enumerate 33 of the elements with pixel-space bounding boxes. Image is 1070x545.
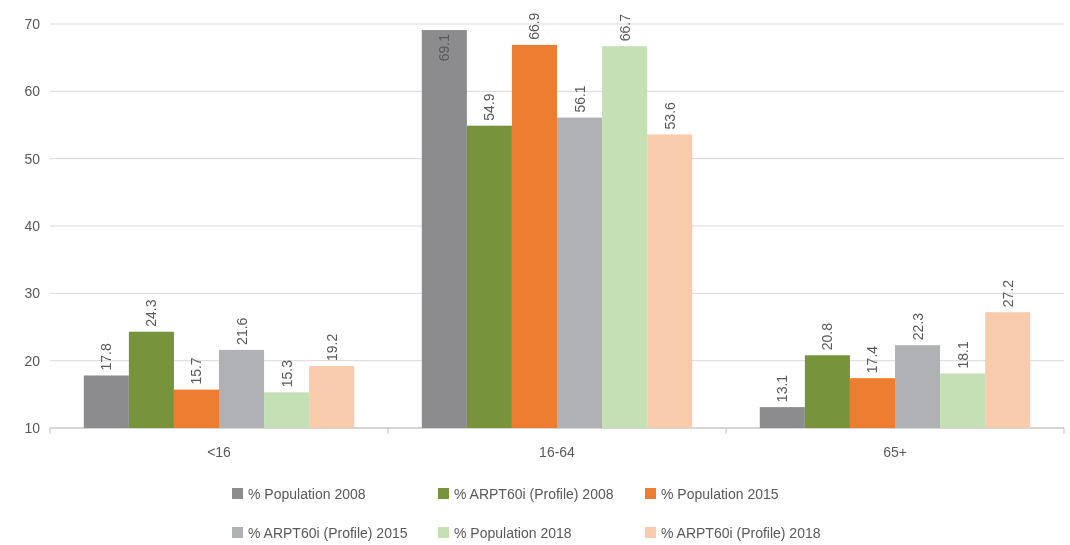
data-label: 13.1	[774, 374, 791, 403]
data-label: 66.7	[616, 13, 633, 42]
legend-label: % Population 2008	[248, 486, 366, 502]
data-label: 27.2	[999, 279, 1016, 308]
data-label: 66.9	[526, 12, 543, 40]
x-tick-label: 65+	[883, 444, 907, 460]
data-label: 15.3	[278, 359, 295, 388]
y-tick-label: 60	[24, 83, 41, 100]
data-label: 24.3	[143, 299, 160, 327]
legend-label: % ARPT60i (Profile) 2015	[248, 525, 408, 541]
legend-label: % ARPT60i (Profile) 2008	[454, 486, 614, 502]
y-tick-label: 20	[24, 352, 41, 369]
legend-label: % ARPT60i (Profile) 2018	[661, 525, 821, 541]
data-label: 17.8	[98, 343, 115, 371]
data-label: 54.9	[481, 93, 498, 121]
y-tick-label: 70	[24, 15, 41, 32]
legend-label: % Population 2018	[454, 525, 572, 541]
data-label: 53.6	[661, 101, 678, 130]
data-label: 15.7	[188, 357, 205, 385]
data-label: 17.4	[864, 345, 881, 374]
data-label: 20.8	[819, 322, 836, 351]
data-label: 56.1	[571, 85, 588, 113]
y-tick-label: 40	[24, 217, 41, 234]
y-tick-label: 10	[24, 419, 41, 436]
data-label: 21.6	[233, 317, 250, 345]
x-tick-label: 16-64	[539, 444, 576, 460]
y-tick-label: 30	[24, 285, 41, 302]
legend-label: % Population 2015	[661, 486, 779, 502]
data-label: 22.3	[909, 312, 926, 341]
y-tick-label: 50	[24, 150, 41, 167]
data-label: 19.2	[323, 333, 340, 362]
data-label: 18.1	[954, 341, 971, 369]
x-tick-label: <16	[207, 444, 232, 460]
